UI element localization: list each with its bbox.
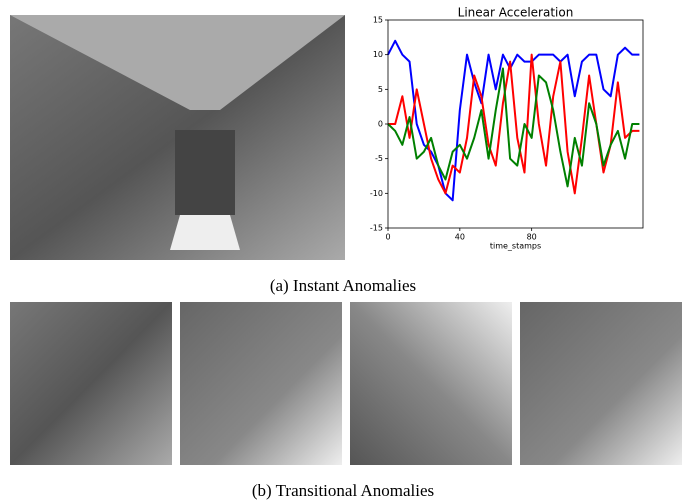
- x-tick-label: 80: [527, 233, 537, 242]
- y-tick-label: -10: [370, 189, 383, 198]
- caption: (a) Instant Anomalies: [270, 276, 416, 295]
- y-tick-label: 0: [378, 120, 383, 129]
- y-tick-label: -15: [370, 224, 383, 233]
- y-tick-label: -5: [375, 154, 383, 163]
- caption: (b) Transitional Anomalies: [252, 481, 434, 500]
- photo-strip: [10, 302, 682, 465]
- x-tick-label: 40: [455, 233, 465, 242]
- photo-corridor: [10, 15, 345, 260]
- chart-title: Linear Acceleration: [458, 6, 574, 20]
- x-tick-label: 0: [385, 233, 390, 242]
- series-line: [388, 41, 639, 200]
- series-line: [388, 69, 639, 187]
- y-tick-label: 5: [378, 85, 383, 94]
- series-line: [388, 55, 639, 194]
- line-chart: Linear Acceleration time_stamps -15 -10 -5 0 5…: [370, 6, 643, 251]
- figure: (a) Instant Anomalies (b) Transitional A…: [0, 0, 687, 504]
- x-axis-label: time_stamps: [490, 242, 541, 251]
- y-tick-label: 10: [373, 50, 383, 59]
- y-tick-label: 15: [373, 16, 383, 25]
